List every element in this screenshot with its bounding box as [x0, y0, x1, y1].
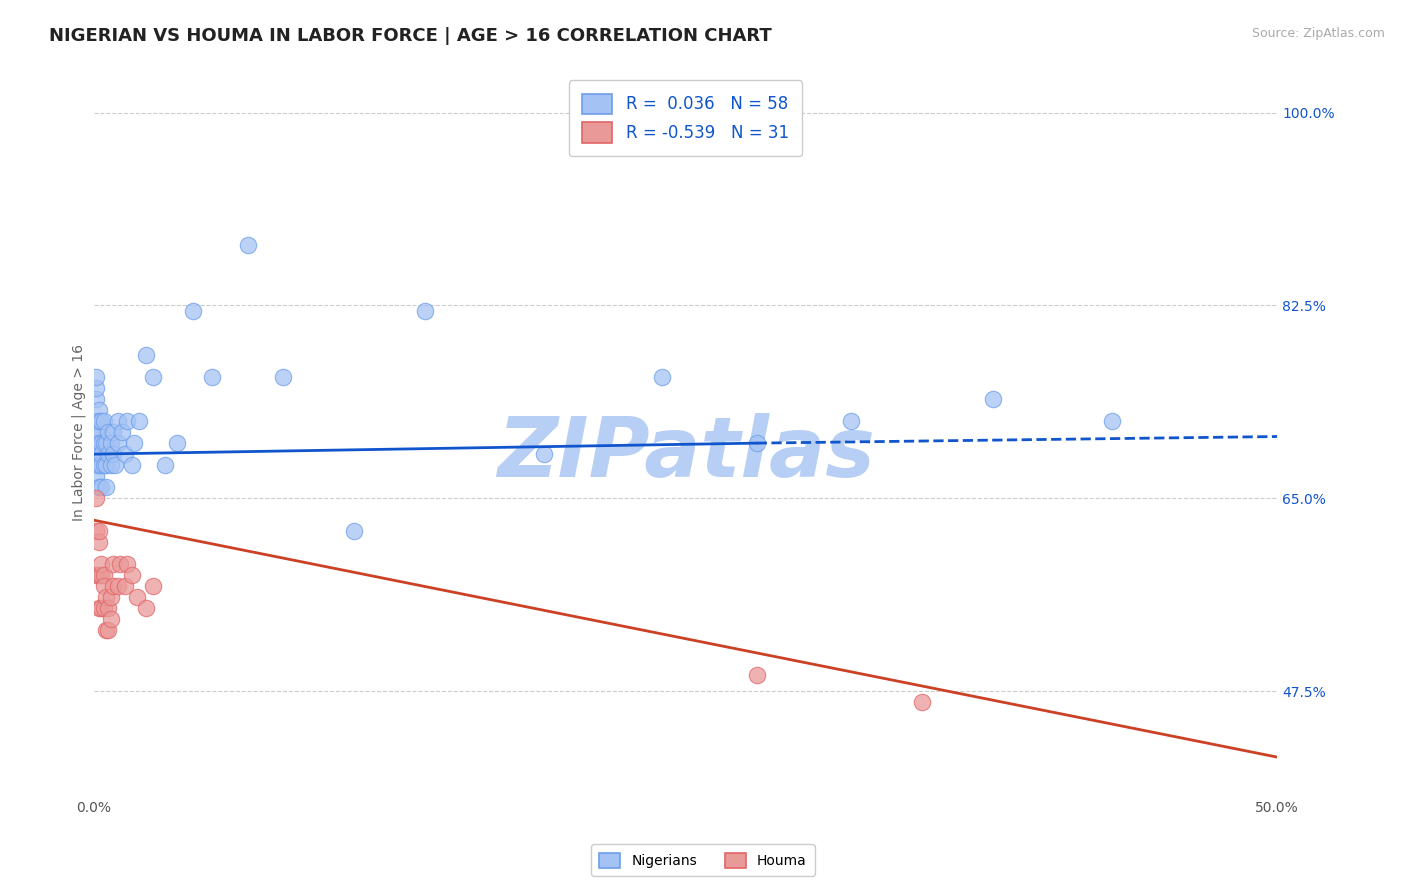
Point [90, 568, 112, 582]
Point [101, 425, 124, 439]
Point [142, 370, 165, 384]
Point [97, 601, 120, 615]
Point [87, 447, 110, 461]
Point [87, 458, 110, 472]
Point [86, 447, 108, 461]
Point [94, 436, 117, 450]
Point [651, 370, 673, 384]
Point [90, 601, 112, 615]
Point [1101, 414, 1123, 428]
Point [94, 480, 117, 494]
Point [115, 414, 138, 428]
Point [86, 370, 108, 384]
Point [100, 436, 122, 450]
Point [86, 425, 108, 439]
Point [166, 436, 188, 450]
Point [87, 414, 110, 428]
Point [745, 436, 768, 450]
Point [90, 447, 112, 461]
Point [135, 348, 157, 362]
Point [97, 447, 120, 461]
Point [97, 425, 120, 439]
Point [97, 624, 120, 638]
Point [115, 558, 138, 572]
Point [93, 579, 115, 593]
Point [86, 436, 108, 450]
Point [86, 458, 108, 472]
Point [87, 601, 110, 615]
Point [745, 667, 768, 681]
Point [273, 370, 295, 384]
Point [121, 568, 143, 582]
Point [86, 491, 108, 506]
Point [107, 414, 129, 428]
Point [90, 458, 112, 472]
Text: ZIPatlas: ZIPatlas [496, 413, 875, 494]
Point [236, 237, 259, 252]
Point [101, 558, 124, 572]
Text: NIGERIAN VS HOUMA IN LABOR FORCE | AGE > 16 CORRELATION CHART: NIGERIAN VS HOUMA IN LABOR FORCE | AGE >… [49, 27, 772, 45]
Point [86, 392, 108, 406]
Point [111, 425, 134, 439]
Point [90, 480, 112, 494]
Point [101, 447, 124, 461]
Point [87, 535, 110, 549]
Point [125, 591, 148, 605]
Point [90, 558, 112, 572]
Point [108, 558, 131, 572]
Text: Source: ZipAtlas.com: Source: ZipAtlas.com [1251, 27, 1385, 40]
Point [107, 579, 129, 593]
Point [981, 392, 1004, 406]
Point [100, 612, 122, 626]
Point [128, 414, 150, 428]
Point [93, 601, 115, 615]
Point [104, 458, 127, 472]
Point [415, 304, 437, 318]
Point [114, 579, 136, 593]
Point [87, 436, 110, 450]
Point [93, 568, 115, 582]
Legend: R =  0.036   N = 58, R = -0.539   N = 31: R = 0.036 N = 58, R = -0.539 N = 31 [569, 80, 803, 156]
Point [153, 458, 176, 472]
Point [911, 695, 934, 709]
Point [183, 304, 205, 318]
Point [124, 436, 146, 450]
Point [114, 447, 136, 461]
Point [135, 601, 157, 615]
Y-axis label: In Labor Force | Age > 16: In Labor Force | Age > 16 [72, 343, 86, 521]
Point [100, 458, 122, 472]
Point [142, 579, 165, 593]
Point [86, 469, 108, 483]
Point [839, 414, 862, 428]
Point [86, 381, 108, 395]
Point [121, 458, 143, 472]
Point [87, 480, 110, 494]
Point [86, 524, 108, 539]
Point [107, 436, 129, 450]
Point [100, 591, 122, 605]
Point [87, 568, 110, 582]
Point [86, 568, 108, 582]
Point [533, 447, 555, 461]
Point [87, 524, 110, 539]
Point [94, 591, 117, 605]
Point [94, 458, 117, 472]
Point [90, 414, 112, 428]
Legend: Nigerians, Houma: Nigerians, Houma [591, 844, 815, 876]
Point [87, 403, 110, 417]
Point [93, 436, 115, 450]
Point [93, 458, 115, 472]
Point [87, 425, 110, 439]
Point [93, 414, 115, 428]
Point [86, 414, 108, 428]
Point [343, 524, 366, 539]
Point [90, 436, 112, 450]
Point [94, 624, 117, 638]
Point [101, 579, 124, 593]
Point [201, 370, 224, 384]
